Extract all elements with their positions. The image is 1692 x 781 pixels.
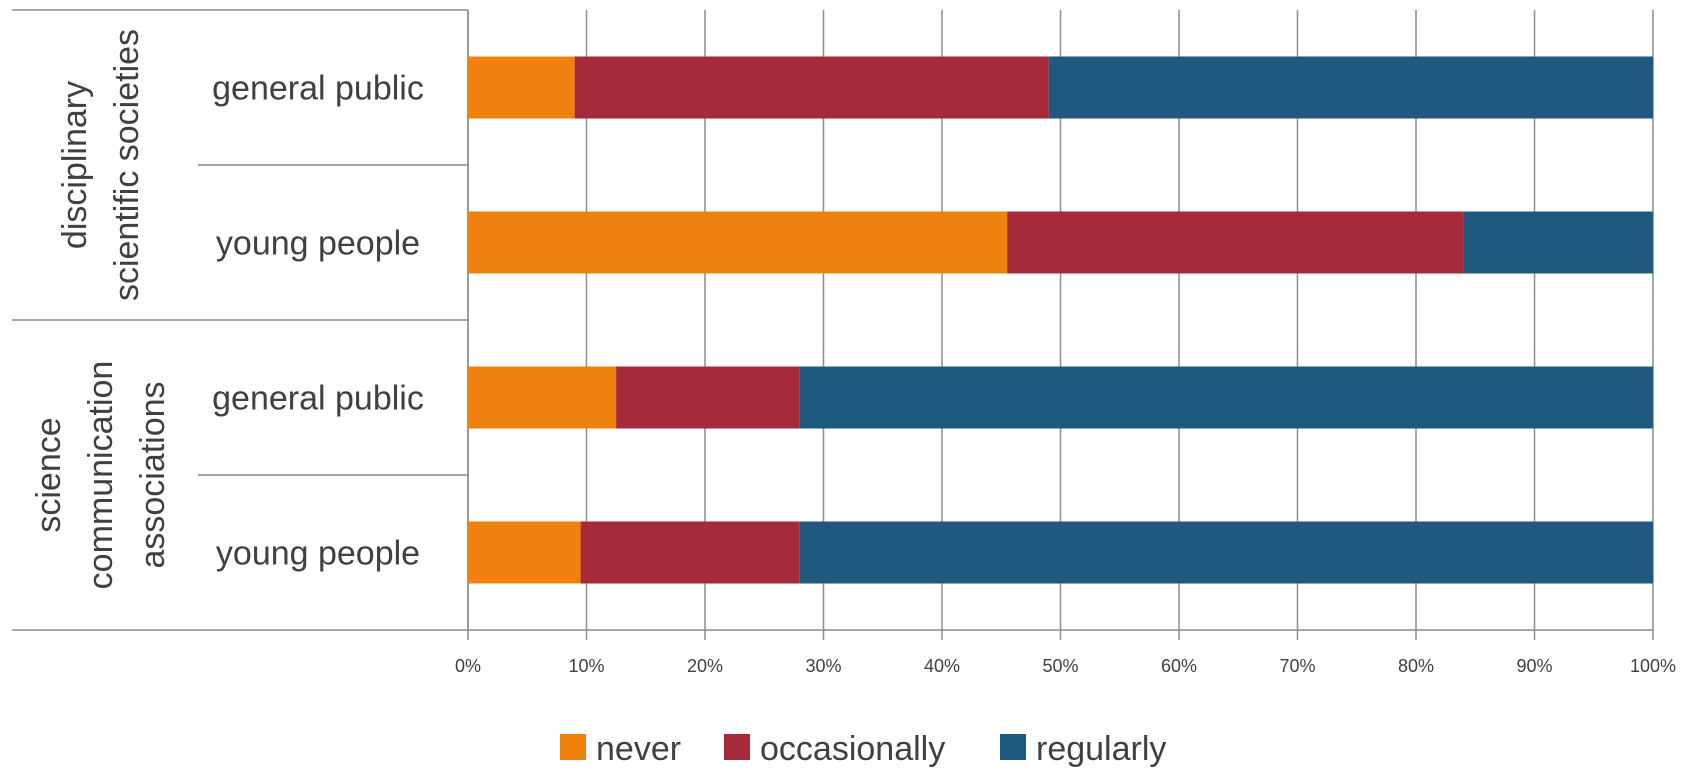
x-axis-ticks: 0% 10% 20% 30% 40% 50% 60% 70% 80% 90% 100%	[455, 656, 1676, 676]
x-tick-label: 30%	[805, 656, 841, 676]
category-label: general public	[212, 70, 424, 108]
category-label: young people	[216, 225, 420, 263]
legend-swatch-regularly	[1000, 734, 1026, 760]
x-tick-label: 0%	[455, 656, 481, 676]
group-label-line: scientific societies	[108, 29, 146, 301]
bar-never	[468, 211, 1008, 274]
bar-regularly	[799, 521, 1653, 584]
group-label-line: science	[30, 417, 68, 532]
bar-occasionally	[574, 56, 1049, 119]
group-label-line: associations	[134, 381, 172, 568]
group-label: disciplinary scientific societies	[56, 29, 146, 301]
bar-never	[468, 366, 617, 429]
legend-swatch-occasionally	[724, 734, 750, 760]
group-label: science communication associations	[30, 361, 172, 590]
legend-label-occasionally: occasionally	[760, 730, 945, 768]
bar-never	[468, 56, 575, 119]
bar-occasionally	[1007, 211, 1464, 274]
legend: never occasionally regularly	[560, 730, 1166, 768]
legend-label-never: never	[596, 730, 681, 768]
legend-label-regularly: regularly	[1036, 730, 1166, 768]
bar-occasionally	[580, 521, 800, 584]
category-label: young people	[216, 535, 420, 573]
x-tick-label: 90%	[1516, 656, 1552, 676]
x-tick-label: 50%	[1042, 656, 1078, 676]
group-label-line: disciplinary	[56, 81, 94, 249]
bar-never	[468, 521, 581, 584]
legend-swatch-never	[560, 734, 586, 760]
x-tick-label: 70%	[1279, 656, 1315, 676]
bar-regularly	[1463, 211, 1653, 274]
category-label: general public	[212, 380, 424, 418]
x-tick-label: 100%	[1630, 656, 1676, 676]
bar-regularly	[799, 366, 1653, 429]
bar-regularly	[1048, 56, 1653, 119]
x-tick-label: 10%	[568, 656, 604, 676]
x-tick-label: 20%	[687, 656, 723, 676]
x-tick-label: 60%	[1161, 656, 1197, 676]
category-labels: disciplinary scientific societies general …	[30, 29, 424, 589]
bar-series	[468, 56, 1653, 584]
group-label-line: communication	[82, 361, 120, 590]
x-tick-label: 40%	[924, 656, 960, 676]
bar-occasionally	[616, 366, 800, 429]
x-tick-label: 80%	[1398, 656, 1434, 676]
